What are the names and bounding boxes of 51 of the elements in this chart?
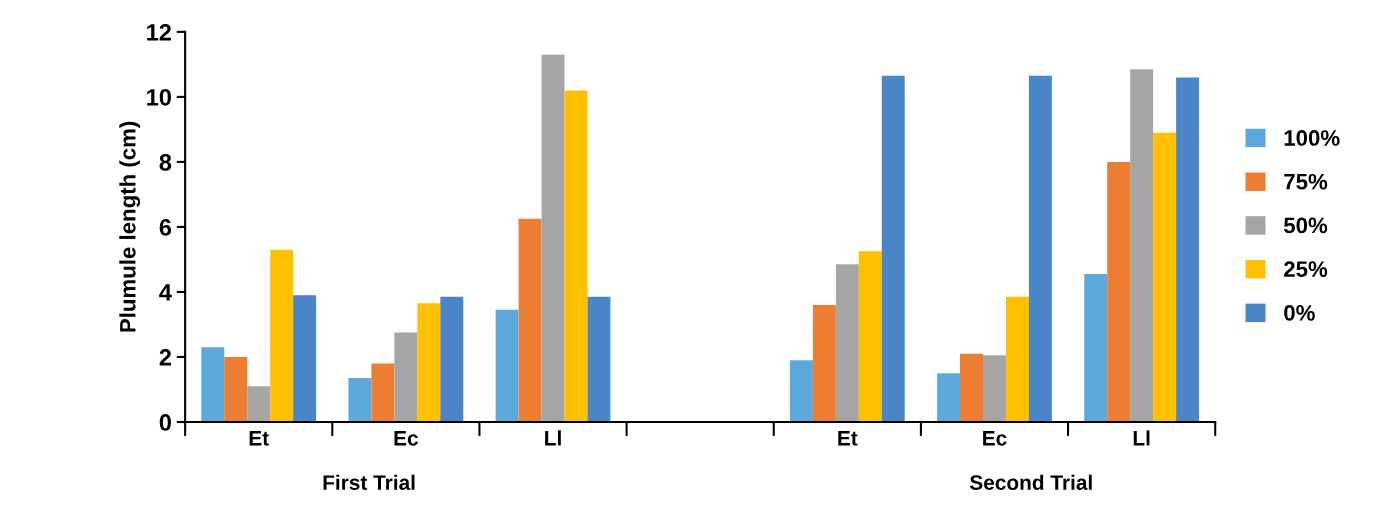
legend-label: 100% [1284, 130, 1340, 146]
bar [518, 218, 542, 422]
bar [270, 249, 294, 422]
y-tick-label: 2 [159, 349, 171, 366]
text: Second Trial [969, 474, 1092, 490]
bar [1176, 77, 1200, 422]
y-axis-title: Plumule length (cm) [119, 121, 141, 332]
bar [858, 251, 882, 422]
bar [201, 347, 225, 422]
bar [1153, 132, 1177, 422]
bar [417, 303, 441, 422]
bar [812, 304, 836, 422]
bar [983, 355, 1006, 422]
x-tick-label: Et [838, 431, 858, 446]
x-tick-label: Et [249, 431, 269, 446]
x-tick-label: Ec [983, 431, 1007, 446]
bar [937, 373, 961, 422]
x-tick-label: Ll [545, 430, 561, 446]
bar [1084, 274, 1108, 422]
text: First Trial [323, 474, 415, 490]
bar [440, 296, 464, 422]
bar [835, 264, 859, 422]
bar [224, 356, 248, 422]
y-tick-label: 4 [159, 284, 172, 301]
bar [495, 309, 519, 422]
legend-label: 75% [1284, 173, 1328, 190]
bar [960, 353, 984, 422]
bar [1028, 75, 1052, 422]
bar [348, 378, 372, 422]
bar [1130, 69, 1154, 422]
bar [293, 295, 317, 422]
legend-label: 0% [1284, 305, 1315, 321]
y-tick-label: 0 [159, 414, 171, 431]
legend-label: 50% [1283, 217, 1328, 234]
bar [541, 54, 565, 422]
bar [1005, 296, 1029, 422]
y-tick-label: 6 [159, 219, 172, 236]
bar [564, 90, 588, 422]
legend-label: 25% [1284, 261, 1328, 278]
y-tick-label: 8 [159, 153, 172, 171]
y-tick-label: 10 [147, 88, 171, 106]
bar [881, 75, 905, 422]
y-tick-label: 12 [147, 23, 171, 41]
bar [587, 296, 611, 422]
bar [394, 332, 418, 422]
x-tick-label: Ll [1133, 430, 1150, 446]
x-tick-label: Ec [394, 431, 418, 446]
bar [371, 363, 395, 422]
bar [247, 386, 271, 422]
bar [789, 360, 813, 422]
bar [1107, 161, 1131, 422]
